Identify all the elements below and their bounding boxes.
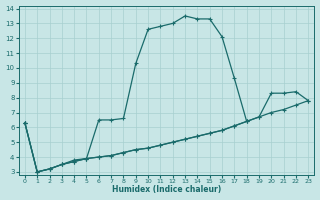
X-axis label: Humidex (Indice chaleur): Humidex (Indice chaleur) (112, 185, 221, 194)
